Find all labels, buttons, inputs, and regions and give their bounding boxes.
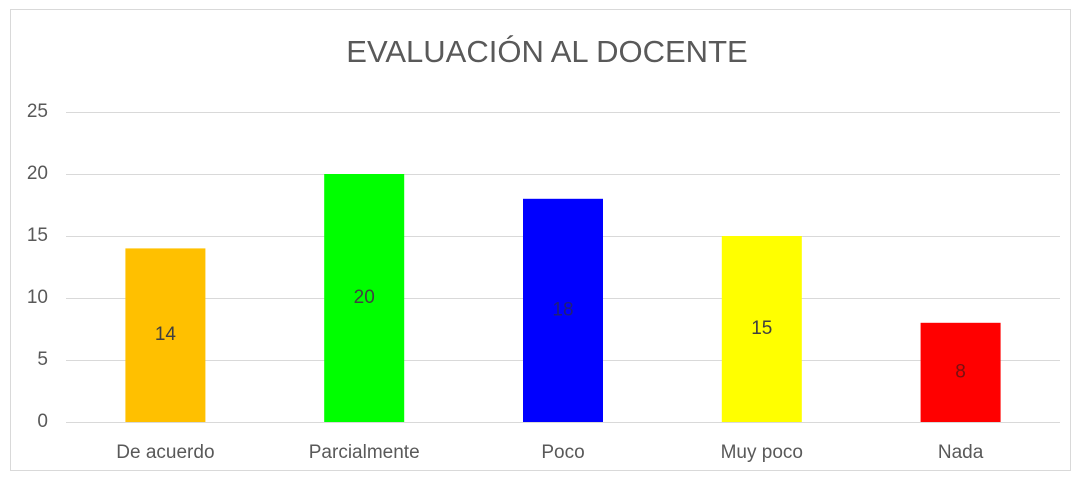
y-tick-label: 20 [27, 163, 48, 184]
bar [125, 248, 206, 422]
y-tick-label: 10 [27, 287, 48, 308]
bar [920, 322, 1001, 422]
chart-title: EVALUACIÓN AL DOCENTE [346, 34, 747, 69]
x-tick-label: Parcialmente [309, 442, 420, 463]
x-tick-label: De acuerdo [116, 442, 214, 463]
data-label: 20 [354, 287, 375, 308]
bar [523, 198, 603, 422]
data-label: 15 [751, 318, 772, 339]
y-tick-label: 25 [27, 101, 48, 122]
x-tick-label: Muy poco [721, 442, 803, 463]
data-label: 8 [955, 361, 966, 382]
x-tick-label: Nada [938, 442, 984, 463]
data-label: 14 [155, 324, 177, 345]
y-tick-label: 5 [37, 349, 48, 370]
y-tick-label: 0 [37, 411, 48, 432]
bar [324, 174, 405, 422]
x-tick-label: Poco [541, 442, 584, 463]
data-label: 18 [552, 299, 573, 320]
y-tick-label: 15 [27, 225, 48, 246]
bar [721, 236, 802, 422]
